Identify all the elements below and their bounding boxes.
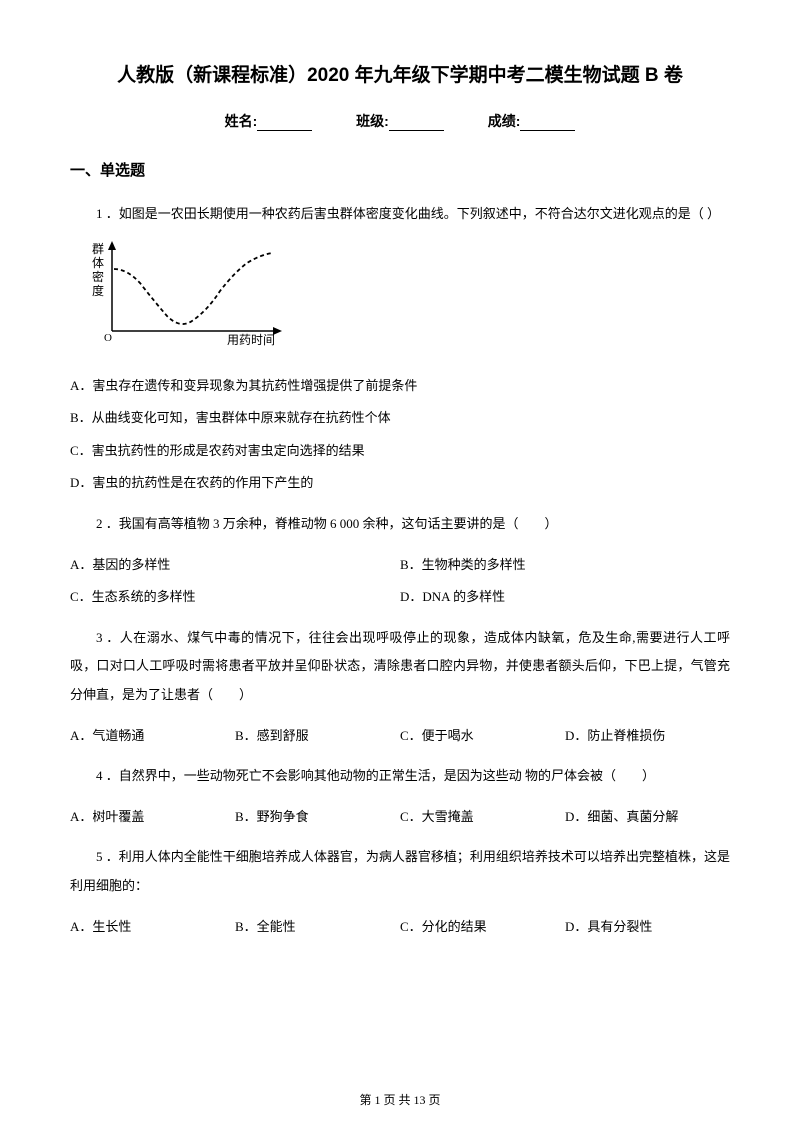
student-info-line: 姓名: 班级: 成绩: (70, 111, 730, 131)
name-blank (257, 117, 312, 131)
q3-option-d: D．防止脊椎损伤 (565, 722, 730, 751)
svg-text:O: O (104, 332, 112, 344)
q1-option-c: C．害虫抗药性的形成是农药对害虫定向选择的结果 (70, 437, 730, 466)
score-label: 成绩: (488, 113, 521, 129)
q2-option-c: C．生态系统的多样性 (70, 583, 400, 612)
q4-option-d: D．细菌、真菌分解 (565, 803, 730, 832)
q1-option-d: D．害虫的抗药性是在农药的作用下产生的 (70, 469, 730, 498)
q5-option-d: D．具有分裂性 (565, 913, 730, 942)
name-label: 姓名: (225, 113, 258, 129)
q4-option-b: B．野狗争食 (235, 803, 400, 832)
q5-option-c: C．分化的结果 (400, 913, 565, 942)
q2-options-row2: C．生态系统的多样性 D．DNA 的多样性 (70, 583, 730, 612)
q5-option-a: A．生长性 (70, 913, 235, 942)
q1-chart: 群 体 密 度 O 用药时间 (92, 241, 730, 356)
section-heading: 一、单选题 (70, 159, 730, 180)
svg-text:用药时间: 用药时间 (227, 333, 275, 347)
q1-option-b: B．从曲线变化可知，害虫群体中原来就存在抗药性个体 (70, 404, 730, 433)
q2-option-a: A．基因的多样性 (70, 551, 400, 580)
svg-text:群: 群 (92, 242, 104, 256)
page-title: 人教版（新课程标准）2020 年九年级下学期中考二模生物试题 B 卷 (70, 60, 730, 87)
page-footer: 第 1 页 共 13 页 (0, 1091, 800, 1108)
q5-option-b: B．全能性 (235, 913, 400, 942)
q4-option-a: A．树叶覆盖 (70, 803, 235, 832)
q4-options: A．树叶覆盖 B．野狗争食 C．大雪掩盖 D．细菌、真菌分解 (70, 803, 730, 832)
class-label: 班级: (356, 113, 389, 129)
q3-option-b: B．感到舒服 (235, 722, 400, 751)
q2-options-row1: A．基因的多样性 B．生物种类的多样性 (70, 551, 730, 580)
q1-option-a: A．害虫存在遗传和变异现象为其抗药性增强提供了前提条件 (70, 372, 730, 401)
q3-option-a: A．气道畅通 (70, 722, 235, 751)
q2-option-b: B．生物种类的多样性 (400, 551, 730, 580)
svg-text:体: 体 (92, 256, 104, 270)
q3-stem: 3 ．人在溺水、煤气中毒的情况下，往往会出现呼吸停止的现象，造成体内缺氧，危及生… (70, 624, 730, 710)
svg-text:密: 密 (92, 269, 104, 284)
q4-option-c: C．大雪掩盖 (400, 803, 565, 832)
score-blank (520, 117, 575, 131)
q5-stem: 5 ．利用人体内全能性干细胞培养成人体器官，为病人器官移植；利用组织培养技术可以… (70, 843, 730, 900)
q2-stem: 2 ．我国有高等植物 3 万余种，脊椎动物 6 000 余种，这句话主要讲的是（… (70, 510, 730, 539)
svg-text:度: 度 (92, 283, 104, 298)
q5-options: A．生长性 B．全能性 C．分化的结果 D．具有分裂性 (70, 913, 730, 942)
q4-stem: 4 ．自然界中，一些动物死亡不会影响其他动物的正常生活，是因为这些动 物的尸体会… (70, 762, 730, 791)
q1-stem: 1 ．如图是一农田长期使用一种农药后害虫群体密度变化曲线。下列叙述中，不符合达尔… (70, 200, 730, 229)
q3-options: A．气道畅通 B．感到舒服 C．便于喝水 D．防止脊椎损伤 (70, 722, 730, 751)
q2-option-d: D．DNA 的多样性 (400, 583, 730, 612)
class-blank (389, 117, 444, 131)
q3-option-c: C．便于喝水 (400, 722, 565, 751)
